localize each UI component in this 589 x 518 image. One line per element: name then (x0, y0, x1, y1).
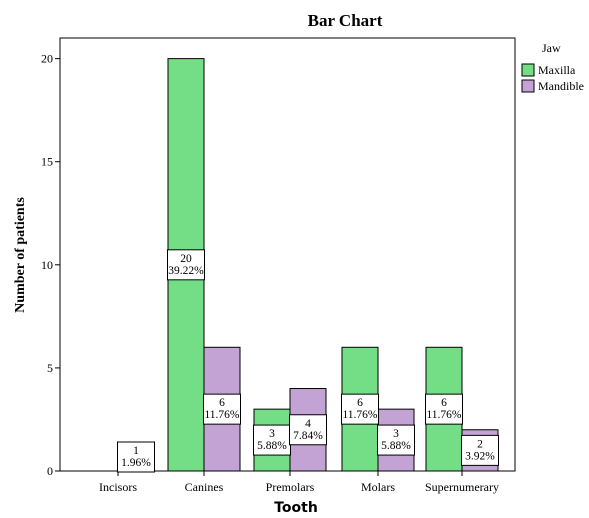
data-label-percent: 5.88% (381, 440, 411, 452)
legend-swatch-maxilla (521, 63, 535, 77)
legend-title: Jaw (542, 41, 561, 55)
data-label-count: 20 (180, 253, 192, 265)
x-tick-label: Molars (361, 480, 395, 494)
data-label: 35.88% (253, 424, 291, 456)
legend-label-maxilla: Maxilla (538, 63, 576, 77)
chart-title: Bar Chart (308, 11, 383, 30)
data-label-count: 6 (219, 397, 225, 409)
y-axis-ticks: 0 5 10 15 20 (41, 52, 60, 478)
data-label: 611.76% (341, 393, 379, 425)
y-tick-label: 15 (41, 155, 53, 169)
data-label-percent: 3.92% (465, 450, 495, 462)
data-label-percent: 5.88% (257, 440, 287, 452)
data-label: 611.76% (203, 393, 241, 425)
data-label-count: 6 (357, 397, 363, 409)
data-label-count: 1 (133, 445, 139, 457)
data-label-box (289, 414, 327, 446)
data-label-count: 3 (393, 428, 399, 440)
data-label-box (203, 393, 241, 425)
data-label-percent: 7.84% (293, 430, 323, 442)
data-label-box (117, 441, 155, 473)
y-tick-label: 20 (41, 52, 53, 66)
data-label-percent: 1.96% (121, 457, 151, 469)
y-tick-label: 10 (41, 258, 53, 272)
data-label-count: 4 (305, 418, 311, 430)
data-label-count: 2 (477, 438, 483, 450)
data-label: 11.96% (117, 441, 155, 473)
data-label-box (341, 393, 379, 425)
data-label-count: 6 (441, 397, 447, 409)
data-label: 611.76% (425, 393, 463, 425)
x-tick-label: Canines (185, 480, 224, 494)
data-label-percent: 11.76% (204, 409, 239, 421)
legend-swatch-mandible (521, 79, 535, 93)
data-label-box (377, 424, 415, 456)
legend-label-mandible: Mandible (538, 79, 584, 93)
data-label-count: 3 (269, 428, 275, 440)
data-label-box (461, 434, 499, 466)
data-label: 23.92% (461, 434, 499, 466)
data-label-percent: 11.76% (426, 409, 461, 421)
legend: Jaw Maxilla Mandible (521, 41, 584, 93)
x-tick-label: Supernumerary (425, 480, 499, 494)
data-label-box (253, 424, 291, 456)
x-tick-label: Incisors (99, 480, 137, 494)
data-labels: 2039.22%35.88%611.76%611.76%11.96%611.76… (117, 249, 499, 473)
x-tick-label: Premolars (266, 480, 315, 494)
data-label-percent: 11.76% (342, 409, 377, 421)
data-label-box (167, 249, 205, 281)
x-axis-title: Tooth (274, 500, 318, 516)
y-tick-label: 0 (47, 464, 53, 478)
x-axis-ticks: Incisors Canines Premolars Molars Supernumer… (99, 471, 499, 494)
y-axis-title: Number of patients (13, 197, 28, 313)
y-tick-label: 5 (47, 361, 53, 375)
data-label: 35.88% (377, 424, 415, 456)
data-label-box (425, 393, 463, 425)
data-label-percent: 39.22% (168, 265, 204, 277)
data-label: 47.84% (289, 414, 327, 446)
